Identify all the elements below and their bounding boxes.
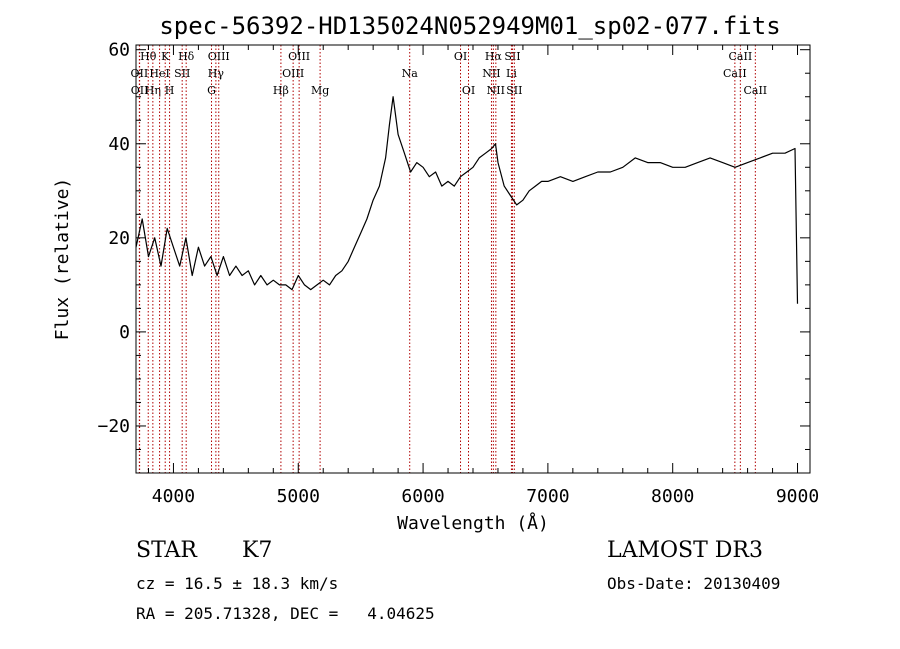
y-tick-label: −20	[97, 416, 130, 437]
y-tick-label: 60	[108, 40, 130, 61]
x-tick-label: 9000	[776, 486, 819, 507]
coordinates: RA = 205.71328, DEC = 4.04625	[136, 604, 435, 623]
line-marker-label: OI	[462, 84, 475, 97]
line-marker-label: CaII	[729, 50, 753, 63]
line-marker-label: K	[161, 50, 170, 63]
x-tick-label: 8000	[651, 486, 694, 507]
observation-date: Obs-Date: 20130409	[607, 574, 781, 593]
line-marker-label: OIII	[208, 50, 230, 63]
line-marker-label: Li	[506, 67, 517, 80]
line-marker-label: Hθ	[140, 50, 157, 63]
line-marker-label: NII	[487, 84, 505, 97]
object-subclass: K7	[242, 538, 273, 563]
x-tick-label: 5000	[277, 486, 320, 507]
line-marker-label: OIII	[288, 50, 310, 63]
line-marker-label: OIII	[282, 67, 304, 80]
line-marker-label: H	[165, 84, 175, 97]
object-class: STAR	[136, 538, 197, 563]
line-marker-label: Hα	[485, 50, 503, 63]
chart-title: spec-56392-HD135024N052949M01_sp02-077.f…	[159, 12, 780, 40]
line-marker-label: G	[207, 84, 216, 97]
x-tick-label: 6000	[401, 486, 444, 507]
x-tick-label: 7000	[526, 486, 569, 507]
line-marker-label: Hδ	[178, 50, 195, 63]
survey-name: LAMOST DR3	[607, 538, 763, 563]
line-marker-label: SII	[506, 84, 522, 97]
line-marker-label: SII	[174, 67, 190, 80]
spectrum-series	[135, 96, 799, 304]
line-marker-label: CaII	[723, 67, 747, 80]
y-tick-label: 20	[108, 228, 130, 249]
redshift-value: cz = 16.5 ± 18.3 km/s	[136, 574, 339, 593]
line-marker-label: Hη	[145, 84, 161, 97]
x-tick-label: 4000	[152, 486, 195, 507]
plot-frame	[135, 44, 811, 474]
line-marker-label: Mg	[311, 84, 329, 97]
line-marker-label: Hβ	[273, 84, 289, 97]
y-axis-ticks: −20 0 20 40 60	[97, 40, 810, 474]
line-marker-label: HeI	[149, 67, 169, 80]
x-axis-ticks: 4000 5000 6000 7000 8000 9000	[147, 45, 819, 507]
y-tick-label: 40	[108, 134, 130, 155]
line-marker-label: OII	[131, 84, 149, 97]
line-marker-label: SII	[504, 50, 520, 63]
y-axis-label: Flux (relative)	[52, 178, 73, 341]
spectrum-line	[135, 96, 799, 304]
line-marker-label: NII	[482, 67, 500, 80]
line-marker-label: Hγ	[208, 67, 225, 80]
y-tick-label: 0	[119, 322, 130, 343]
line-marker-label: Na	[402, 67, 419, 80]
line-markers: OIIOIIHθHηHeIKHSIIHδHγGOIIIHβOIIIOIIIMgN…	[131, 45, 767, 473]
line-marker-label: CaII	[743, 84, 767, 97]
line-marker-label: OI	[454, 50, 467, 63]
x-axis-label: Wavelength (Å)	[397, 512, 549, 534]
